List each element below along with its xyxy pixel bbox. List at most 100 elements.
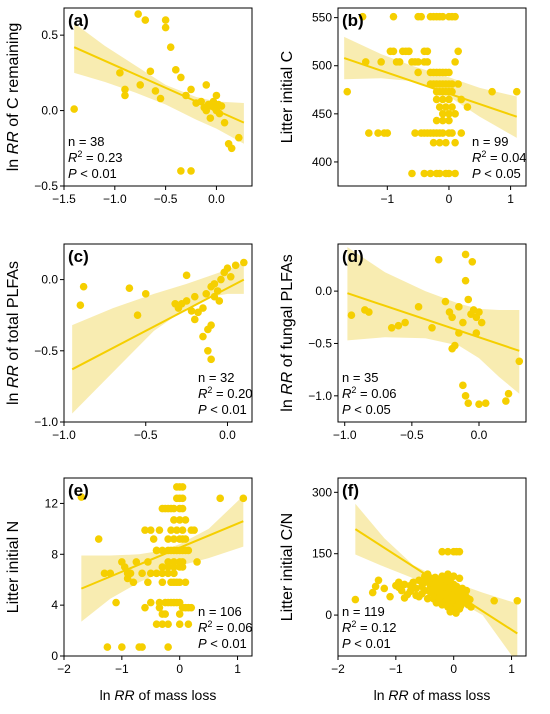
panel-d-ytick-label-1: −0.5	[308, 336, 332, 350]
panel-f-stat-p: P < 0.01	[342, 636, 391, 651]
panel-a-point-12	[167, 43, 175, 51]
panel-c-stat-p: P < 0.01	[198, 402, 247, 417]
panel-f-point-115	[463, 587, 471, 595]
panel-e-point-94	[216, 495, 224, 503]
panel-a-point-14	[177, 74, 185, 82]
panel-b-ylabel: Litter initial C	[279, 51, 296, 143]
panel-f-panel-label: (f)	[342, 481, 359, 500]
panel-c-ylabel-part-2: of total PLFAs	[5, 261, 22, 365]
panel-a: −1.5 −1.0 −0.5 0.0−0.50.00.5ln RR of C rema…	[5, 8, 252, 206]
panel-b-point-6	[384, 129, 392, 137]
panel-a-point-1	[134, 10, 142, 18]
panel-a-point-10	[162, 24, 170, 32]
panel-a-point-8	[152, 87, 160, 95]
panel-a-point-35	[202, 81, 210, 89]
panel-b-stat-r2: R2 = 0.04	[472, 149, 527, 165]
panel-b-point-83	[451, 170, 459, 178]
panel-d: −1.0 −0.5 0.0 −1.0 −0.5 0.0 ln RR of fungal PL…	[279, 244, 526, 442]
panel-f-stat-r2-value: = 0.12	[356, 620, 396, 635]
panel-d-point-22	[459, 382, 467, 390]
panel-c-point-14	[211, 280, 219, 288]
panel-b-xtick-label-1: 0	[446, 192, 453, 206]
panel-b-point-75	[442, 139, 450, 147]
panel-c-ytick-label-1: −0.5	[34, 344, 58, 358]
panel-d-point-13	[462, 277, 470, 285]
panel-d-stat-p-symbol: P	[342, 402, 351, 417]
panel-e-point-89	[182, 535, 190, 543]
panel-e-stat-r2-value: = 0.06	[212, 620, 252, 635]
panel-d-point-12	[459, 319, 467, 327]
panel-b-point-62	[445, 117, 453, 125]
panel-e-point-96	[106, 570, 114, 578]
panel-f-point-0	[352, 596, 360, 604]
panel-a-xtick-label-3: 0.0	[208, 192, 225, 206]
panel-b-point-53	[445, 96, 453, 104]
panel-d-point-2	[365, 308, 373, 316]
panel-a-point-2	[141, 16, 149, 24]
panel-d-ytick-label-2: 0.0	[315, 284, 332, 298]
panel-b-point-84	[405, 47, 413, 55]
panel-a-confidence-band	[74, 23, 244, 144]
panel-d-point-23	[462, 392, 470, 400]
panel-b-point-72	[448, 129, 456, 137]
panel-e-point-79	[147, 599, 155, 607]
panel-c-stat-n: n = 32	[198, 370, 235, 385]
panel-a-point-11	[162, 16, 170, 24]
panel-c-point-8	[188, 307, 196, 315]
panel-c-stat-r2-value: = 0.20	[212, 386, 252, 401]
panel-d-point-0	[348, 311, 356, 319]
panel-b-ytick-label-1: 450	[312, 107, 332, 121]
panel-e-point-101	[156, 599, 164, 607]
panel-d-point-32	[478, 319, 486, 327]
panel-c-point-11	[199, 304, 207, 312]
panel-e-point-92	[190, 526, 198, 534]
panel-b-point-85	[411, 58, 419, 66]
panel-d-point-34	[473, 329, 481, 337]
panel-a-panel-label: (a)	[68, 11, 89, 30]
panel-b-point-8	[390, 47, 398, 55]
panel-d-point-29	[515, 357, 523, 365]
panel-e-stat-r2-symbol: R	[198, 620, 207, 635]
panel-e-ytick-label-2: 8	[51, 547, 58, 561]
panel-c-point-4	[142, 290, 150, 298]
panel-e-point-4	[112, 599, 120, 607]
panel-e-point-64	[179, 495, 187, 503]
panel-d-ytick-label-0: −1.0	[308, 389, 332, 403]
panel-d-ylabel-part-1: RR	[279, 371, 296, 395]
panel-a-ylabel-part-1: RR	[5, 131, 22, 155]
panel-e-point-87	[187, 604, 195, 612]
panel-f-point-68	[456, 548, 464, 556]
panel-f-stat-r2: R2 = 0.12	[342, 619, 397, 635]
panel-c-ylabel-part-0: ln	[5, 388, 22, 405]
panel-e-point-98	[164, 643, 172, 651]
panel-a-stat-p: P < 0.01	[68, 166, 117, 181]
panel-f-point-3	[375, 576, 383, 584]
panel-b-ytick-label-0: 400	[312, 155, 332, 169]
panel-f-xtick-label-1: −1	[389, 662, 403, 676]
panel-d-panel-label: (d)	[342, 247, 364, 266]
panel-e-stat-p: P < 0.01	[198, 636, 247, 651]
panel-d-point-30	[415, 303, 423, 311]
panel-d-xtick-label-0: −1.0	[333, 428, 357, 442]
x-axis-title-right: ln RR of mass loss	[374, 687, 491, 703]
panel-b-ytick-label-2: 500	[312, 59, 332, 73]
panel-a-ylabel: ln RR of C remaining	[5, 23, 22, 172]
panel-c-point-31	[227, 273, 235, 281]
panel-e-xtick-label-1: −1	[115, 662, 129, 676]
panel-e-point-93	[193, 558, 201, 566]
panel-a-stat-r2-value: = 0.23	[82, 150, 122, 165]
panel-c-point-3	[134, 311, 142, 319]
panel-d-point-21	[448, 345, 456, 353]
panel-f-point-106	[395, 579, 403, 587]
panel-d-point-33	[455, 303, 463, 311]
panel-c-point-24	[204, 347, 212, 355]
panel-c-stat-r2-symbol: R	[198, 386, 207, 401]
panel-c-stat-p-value: < 0.01	[207, 402, 247, 417]
panel-d-point-4	[395, 322, 403, 330]
panel-d-point-7	[442, 298, 450, 306]
panel-e-xtick-label-3: 1	[234, 662, 241, 676]
panel-a-point-27	[211, 104, 219, 112]
panel-e-point-104	[182, 578, 190, 586]
panel-e-point-29	[159, 578, 167, 586]
